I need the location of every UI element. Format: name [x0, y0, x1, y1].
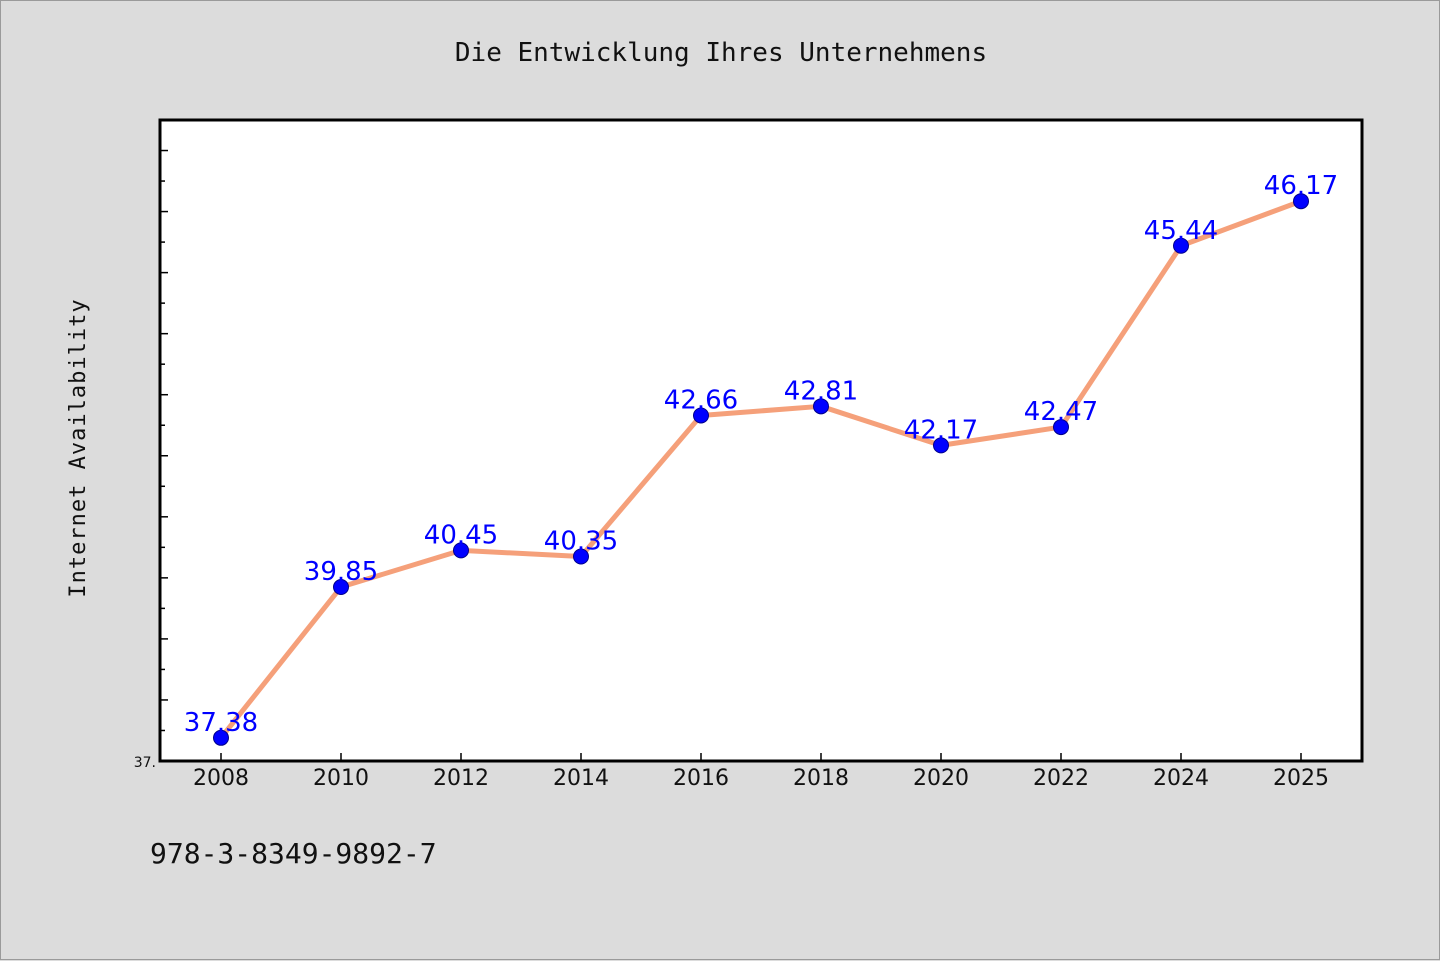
- data-point: [333, 579, 349, 596]
- data-point: [573, 548, 589, 565]
- data-labels: 37.38 39.85 40.45 40.35 42.66 42.81 42.17 42.47…: [184, 171, 1338, 738]
- x-tick-label: 2018: [793, 766, 849, 791]
- x-tick-label: 2014: [553, 766, 609, 791]
- x-tick-label: 2008: [193, 766, 249, 791]
- data-label: 37.38: [184, 708, 258, 738]
- data-label: 42.17: [904, 415, 978, 445]
- data-point: [933, 437, 949, 454]
- x-tick-label: 2010: [313, 766, 369, 791]
- data-point: [1293, 193, 1309, 210]
- isbn-text: 978-3-8349-9892-7: [150, 837, 437, 870]
- x-tick-label: 2012: [433, 766, 489, 791]
- data-point: [1173, 237, 1189, 254]
- data-label: 39.85: [304, 557, 378, 587]
- data-point: [1053, 419, 1069, 436]
- y-axis-label: Internet Availability: [66, 298, 91, 597]
- plot-area: [158, 118, 1364, 763]
- chart-title: Die Entwicklung Ihres Unternehmens: [455, 38, 987, 68]
- series-markers: [213, 193, 1309, 746]
- x-tick-label: 2024: [1153, 766, 1209, 791]
- data-point: [453, 542, 469, 559]
- x-tick-label: 2020: [913, 766, 969, 791]
- data-label: 45.44: [1144, 216, 1218, 246]
- y-tick-label: 37.: [134, 755, 156, 771]
- data-label: 42.47: [1024, 397, 1098, 427]
- x-axis-ticks: 2008 2010 2012 2014 2016 2018 2020 2022 2024 2025: [193, 753, 1329, 791]
- x-tick-label: 2025: [1273, 766, 1329, 791]
- data-label: 42.66: [664, 385, 738, 415]
- data-label: 42.81: [784, 376, 858, 406]
- data-point: [693, 407, 709, 424]
- data-label: 40.35: [544, 526, 618, 556]
- x-tick-label: 2016: [673, 766, 729, 791]
- y-axis-ticks: 37.: [134, 119, 168, 771]
- data-label: 40.45: [424, 520, 498, 550]
- series-line: [218, 198, 1304, 741]
- data-point: [813, 398, 829, 415]
- data-point: [213, 729, 229, 746]
- x-tick-label: 2022: [1033, 766, 1089, 791]
- data-label: 46.17: [1264, 171, 1338, 201]
